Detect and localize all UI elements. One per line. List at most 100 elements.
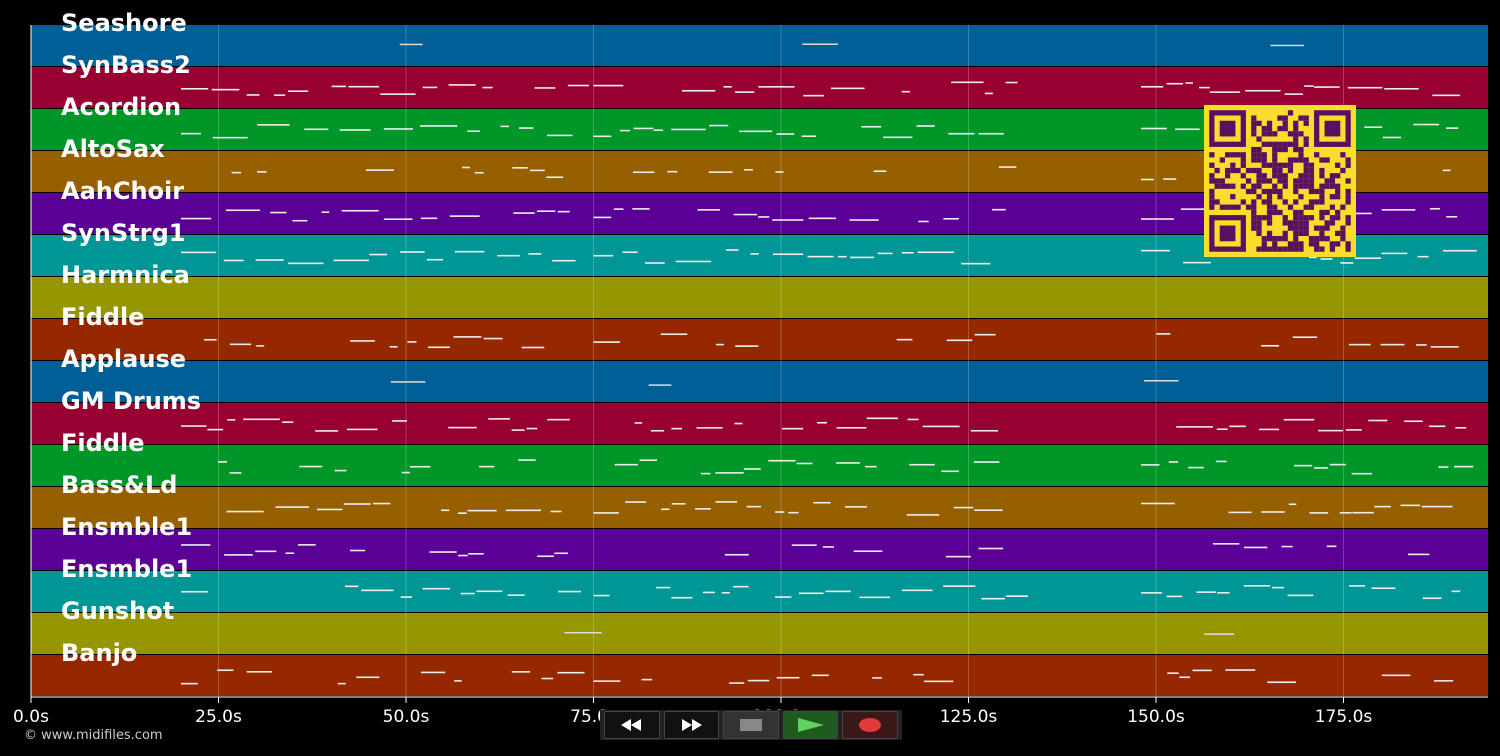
note [317,508,343,511]
note [460,592,475,595]
note [1217,592,1230,594]
note [551,259,576,262]
note [383,218,413,221]
note [1156,333,1171,335]
note [1267,681,1296,684]
note [974,509,1003,512]
note [907,418,919,421]
note [1318,429,1343,432]
note [916,125,935,127]
note [1196,591,1216,593]
note [922,425,960,428]
note [1417,255,1429,258]
note [409,465,431,468]
note [850,256,875,259]
note [181,132,201,135]
track-lane[interactable] [31,403,1488,444]
note [1453,465,1474,468]
note [274,94,286,96]
note [256,345,265,347]
note [1438,466,1449,468]
note [246,94,260,96]
note [255,259,284,261]
note [1141,85,1164,88]
note [593,594,610,597]
note [453,336,482,338]
note [448,426,477,429]
note [1400,504,1421,507]
track-lane[interactable] [31,487,1488,528]
note [346,428,378,431]
rewind-button[interactable] [604,711,660,739]
note [467,509,497,512]
note [614,463,638,466]
track-lane[interactable] [31,277,1488,318]
play-button[interactable] [782,711,839,739]
note [1381,252,1408,255]
note [1384,87,1419,90]
track-lane[interactable] [31,25,1488,66]
note [1326,545,1337,548]
note [270,211,287,214]
note [951,81,984,84]
note [1413,123,1440,126]
note [518,127,534,129]
note [998,166,1017,168]
note [1166,595,1183,598]
note [750,253,759,255]
track-lane[interactable] [31,529,1488,570]
fast-forward-button[interactable] [663,711,720,739]
note [441,509,450,512]
note [454,680,462,682]
track-label: Gunshot [61,597,174,625]
note [482,86,493,89]
note [970,429,998,432]
note [227,419,236,421]
note [321,211,330,214]
note [758,86,795,88]
note [775,171,784,173]
stop-button[interactable] [723,711,779,739]
note [257,124,290,126]
note [593,341,620,343]
note [1287,594,1314,597]
note [380,93,416,95]
note [813,501,831,504]
track-lane[interactable] [31,361,1488,402]
note [1371,587,1396,590]
note [849,219,879,221]
note [721,591,730,594]
track-lane[interactable] [31,571,1488,612]
note [500,125,510,128]
note [513,212,535,214]
track-lane[interactable] [31,655,1488,696]
note [924,680,954,683]
note [1442,169,1451,172]
note [557,210,570,213]
note [671,596,693,599]
note [422,86,438,89]
track-lane[interactable] [31,319,1488,360]
note [613,208,624,210]
note [181,544,211,546]
note [299,465,323,468]
track-lane[interactable] [31,613,1488,654]
note [547,418,570,421]
note [822,546,835,548]
note [521,346,545,349]
track-label: Fiddle [61,303,144,331]
note [203,338,217,341]
note [288,90,309,93]
note [211,88,240,91]
note [181,590,209,593]
note [288,262,324,265]
track-lane[interactable] [31,445,1488,486]
record-button[interactable] [842,711,898,739]
track-label: Fiddle [61,429,144,457]
note [861,125,882,128]
note [743,168,753,171]
note [361,589,394,592]
note [546,176,564,179]
note [634,422,643,424]
note [554,552,568,555]
